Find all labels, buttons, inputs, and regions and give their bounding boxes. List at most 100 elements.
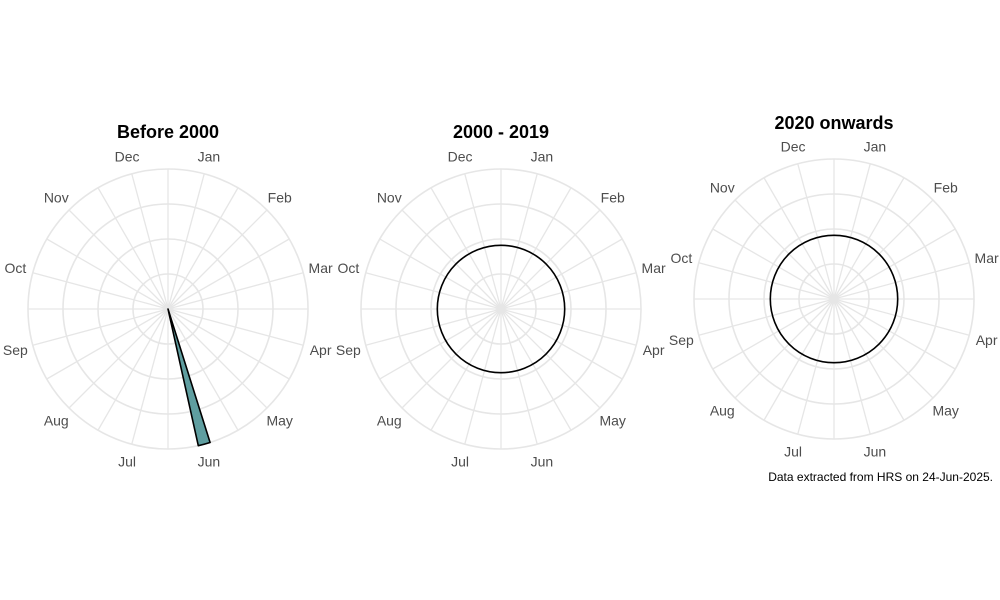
grid-spoke [833,228,956,300]
grid-spoke [430,187,502,310]
grid-spoke [167,209,268,310]
month-label-may: May [599,413,625,429]
grid-spoke [500,209,601,310]
chart-title: Before 2000 [117,122,219,142]
grid-spoke [464,308,502,445]
month-label-nov: Nov [377,189,402,205]
grid-spoke [365,308,502,346]
grid-spoke [32,308,169,346]
month-label-aug: Aug [44,413,69,429]
month-label-nov: Nov [44,189,69,205]
grid-spoke [430,308,502,431]
grid-spoke [500,308,538,445]
grid-spoke [797,163,835,300]
grid-spoke [464,173,502,310]
grid-spoke [833,298,956,370]
grid-spoke [97,308,169,431]
grid-spoke [833,298,934,399]
grid-spoke [167,173,205,310]
grid-spoke [167,308,304,346]
month-label-may: May [932,403,958,419]
month-label-jan: Jan [198,148,221,164]
grid-spoke [500,308,623,380]
grid-spoke [167,272,304,310]
polar-panel-2: Jan Feb Mar Apr May Jun Jul Aug Sep Oct Nov Dec 2000… [336,122,666,470]
month-label-may: May [266,413,292,429]
grid-spoke [763,298,835,421]
month-label-mar: Mar [642,260,666,276]
grid-spoke [797,298,835,435]
grid-spoke [401,209,502,310]
grid-spoke [379,238,502,310]
grid-spoke [167,238,290,310]
month-label-jan: Jan [531,148,554,164]
grid-spoke [97,187,169,310]
month-label-dec: Dec [115,148,140,164]
month-label-jul: Jul [451,454,469,470]
grid-spoke [833,199,934,300]
month-label-jun: Jun [531,454,554,470]
data-source-caption: Data extracted from HRS on 24-Jun-2025. [768,470,993,484]
grid-spoke [401,308,502,409]
month-label-jun: Jun [864,444,887,460]
month-label-mar: Mar [309,260,333,276]
grid-spoke [500,187,572,310]
grid-spoke [379,308,502,380]
month-label-nov: Nov [710,179,735,195]
grid-spoke [712,298,835,370]
reference-circle [769,234,899,364]
bar-jun [167,308,211,447]
month-label-dec: Dec [448,148,473,164]
month-label-jul: Jul [118,454,136,470]
grid-spoke [365,272,502,310]
grid-spoke [32,272,169,310]
grid-spoke [500,308,637,346]
month-label-sep: Sep [3,342,28,358]
month-label-feb: Feb [934,179,958,195]
month-label-jun: Jun [198,454,221,470]
grid-spoke [500,238,623,310]
month-label-jul: Jul [784,444,802,460]
grid-spoke [763,177,835,300]
month-label-feb: Feb [268,189,292,205]
month-label-apr: Apr [976,332,998,348]
month-label-jan: Jan [864,138,887,154]
month-label-mar: Mar [975,250,999,266]
grid-spoke [698,298,835,336]
grid-spoke [68,209,169,310]
grid-spoke [500,173,538,310]
grid-spoke [500,272,637,310]
month-label-oct: Oct [670,250,692,266]
chart-title: 2000 - 2019 [453,122,549,142]
grid-spoke [46,308,169,380]
grid-spoke [167,187,239,310]
grid-spoke [734,298,835,399]
grid-spoke [712,228,835,300]
grid-spoke [167,308,239,431]
month-label-oct: Oct [337,260,359,276]
month-label-feb: Feb [601,189,625,205]
grid-spoke [833,298,970,336]
grid-spoke [500,308,601,409]
polar-panel-1: Jan Feb Mar Apr May Jun Jul Aug Sep Oct Nov Dec Befo… [3,122,333,470]
grid-spoke [131,173,169,310]
month-label-sep: Sep [669,332,694,348]
month-label-apr: Apr [310,342,332,358]
month-label-aug: Aug [710,403,735,419]
polar-panel-3: Jan Feb Mar Apr May Jun Jul Aug Sep Oct Nov Dec 2020… [669,113,999,460]
grid-spoke [734,199,835,300]
grid-spoke [833,262,970,300]
grid-spoke [167,308,290,380]
month-label-aug: Aug [377,413,402,429]
grid-spoke [500,308,572,431]
grid-spoke [167,308,268,409]
grid-spoke [68,308,169,409]
chart-title: 2020 onwards [774,113,893,133]
grid-spoke [46,238,169,310]
reference-circle [436,244,566,374]
grid-spoke [131,308,169,445]
month-label-oct: Oct [4,260,26,276]
grid-spoke [833,298,905,421]
grid-spoke [698,262,835,300]
